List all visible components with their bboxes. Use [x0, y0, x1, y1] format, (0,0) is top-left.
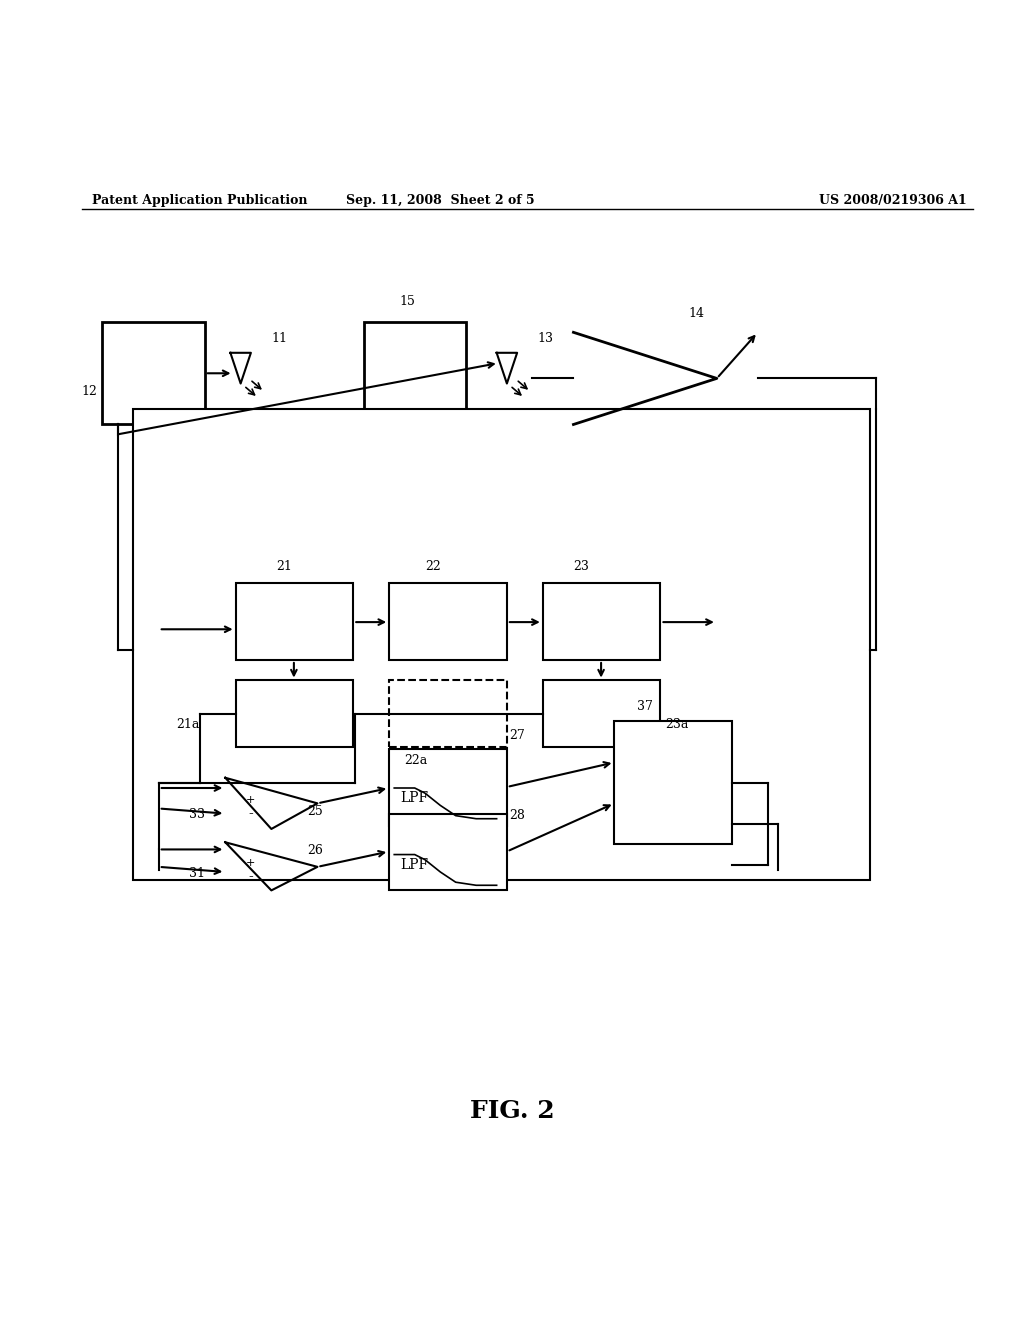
Text: 14: 14 [688, 308, 705, 319]
Text: 33: 33 [189, 808, 206, 821]
Text: 22a: 22a [404, 754, 428, 767]
Text: Patent Application Publication: Patent Application Publication [92, 194, 307, 207]
Text: +: + [246, 795, 256, 805]
Text: 22: 22 [425, 560, 440, 573]
Text: +: + [246, 858, 256, 867]
Text: FIG. 2: FIG. 2 [470, 1098, 554, 1122]
Bar [389, 748, 507, 826]
Bar [133, 409, 870, 880]
Text: 23a: 23a [666, 718, 689, 731]
Text: 26: 26 [307, 845, 324, 857]
Text: 27: 27 [509, 729, 524, 742]
Text: 21a: 21a [176, 718, 200, 731]
Text: Sep. 11, 2008  Sheet 2 of 5: Sep. 11, 2008 Sheet 2 of 5 [346, 194, 535, 207]
Text: 23: 23 [573, 560, 590, 573]
Text: 21: 21 [276, 560, 293, 573]
Bar [389, 813, 507, 891]
Text: 25: 25 [307, 805, 323, 818]
Text: LPF: LPF [400, 858, 429, 871]
Text: 28: 28 [509, 809, 525, 822]
Bar [236, 583, 353, 660]
Text: 15: 15 [399, 294, 416, 308]
Bar [543, 681, 660, 747]
Text: 12: 12 [81, 385, 97, 399]
Bar [543, 583, 660, 660]
Text: -: - [249, 808, 253, 821]
Bar [102, 322, 205, 425]
Bar [389, 583, 507, 660]
Text: 13: 13 [538, 331, 554, 345]
Text: 11: 11 [271, 331, 288, 345]
Bar [614, 722, 732, 845]
Text: 31: 31 [189, 867, 206, 880]
Text: US 2008/0219306 A1: US 2008/0219306 A1 [819, 194, 967, 207]
Text: LPF: LPF [400, 791, 429, 805]
Bar [236, 681, 353, 747]
Text: -: - [249, 870, 253, 884]
Text: 37: 37 [637, 700, 653, 713]
Bar [389, 681, 507, 747]
Bar [364, 322, 466, 425]
